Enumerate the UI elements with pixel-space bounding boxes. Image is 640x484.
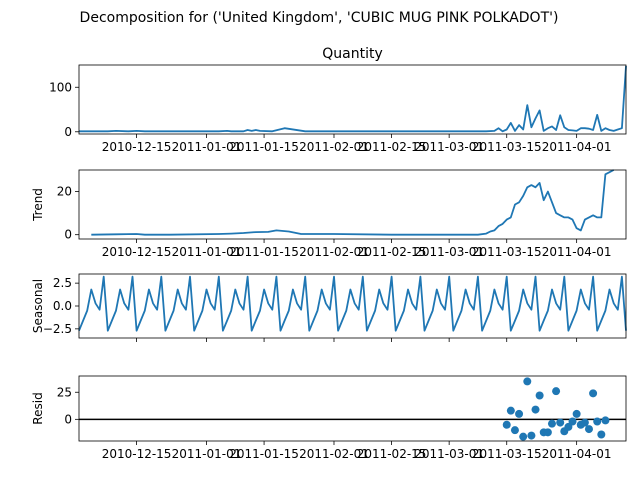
x-tick-label: 2010-12-15 <box>102 245 172 259</box>
x-tick-label: 2011-02-15 <box>357 140 427 154</box>
series-line-observed <box>79 65 627 133</box>
resid-point <box>527 431 536 440</box>
x-tick-label: 2011-01-01 <box>172 245 242 259</box>
panel-title: Quantity <box>322 46 383 62</box>
figure-title: Decomposition for ('United Kingdom', 'CU… <box>80 10 559 26</box>
x-tick-label: 2011-01-15 <box>229 245 299 259</box>
x-tick-label: 2011-02-01 <box>299 447 369 461</box>
y-tick-label: 20 <box>57 185 72 199</box>
x-tick-label: 2011-01-01 <box>172 140 242 154</box>
x-tick-label: 2011-04-01 <box>542 245 612 259</box>
y-tick-label: 100 <box>49 80 72 94</box>
resid-point <box>601 416 610 425</box>
resid-point <box>584 425 593 434</box>
resid-point <box>580 418 589 427</box>
resid-point <box>564 422 573 431</box>
series-line-seasonal <box>78 275 627 332</box>
y-tick-label: 0 <box>64 125 72 139</box>
resid-point <box>572 409 581 418</box>
y-tick-label: 2.5 <box>53 276 72 290</box>
x-tick-label: 2011-02-01 <box>299 245 369 259</box>
x-tick-label: 2011-03-01 <box>414 140 484 154</box>
resid-point <box>589 389 598 398</box>
x-tick-label: 2011-04-01 <box>542 140 612 154</box>
x-tick-label: 2011-02-15 <box>357 447 427 461</box>
resid-point <box>568 417 577 426</box>
resid-point <box>531 405 540 414</box>
panel-seasonal: Seasonal 2.5 0.0 −2.5 <box>31 273 627 342</box>
x-tick-label: 2011-01-01 <box>172 447 242 461</box>
y-tick-label: 25 <box>57 385 72 399</box>
resid-point <box>552 387 561 396</box>
axes-frame <box>78 169 627 240</box>
resid-point <box>515 409 524 418</box>
axes-frame <box>78 273 627 339</box>
y-axis-label: Trend <box>31 188 45 222</box>
resid-point <box>593 417 602 426</box>
x-tick-label: 2010-12-15 <box>102 140 172 154</box>
resid-point <box>543 428 552 437</box>
resid-point <box>510 426 519 435</box>
y-tick-label: −2.5 <box>43 322 72 336</box>
y-axis-label: Resid <box>31 392 45 424</box>
resid-point <box>506 406 515 415</box>
x-tick-label: 2011-03-01 <box>414 245 484 259</box>
y-axis-label: Seasonal <box>31 279 45 333</box>
resid-point <box>535 391 544 400</box>
resid-point <box>519 432 528 441</box>
axes-frame <box>78 375 627 442</box>
y-tick-label: 0.0 <box>53 299 72 313</box>
resid-point <box>547 419 556 428</box>
x-tick-label: 2011-03-15 <box>472 245 542 259</box>
resid-point <box>523 377 532 386</box>
resid-point <box>502 420 511 429</box>
resid-point <box>556 418 565 427</box>
axes-frame <box>78 64 627 135</box>
x-tick-label: 2011-01-15 <box>229 447 299 461</box>
x-tick-label: 2011-01-15 <box>229 140 299 154</box>
x-tick-label: 2011-03-15 <box>472 140 542 154</box>
x-tick-label: 2010-12-15 <box>102 447 172 461</box>
x-tick-label: 2011-03-15 <box>472 447 542 461</box>
x-tick-label: 2011-03-01 <box>414 447 484 461</box>
panel-observed: Quantity 0 100 2010-12-15 2011-01-012011-01-… <box>49 46 627 154</box>
x-tick-label: 2011-02-15 <box>357 245 427 259</box>
series-line-trend <box>91 169 615 236</box>
resid-point <box>597 430 606 439</box>
y-tick-label: 0 <box>64 412 72 426</box>
y-tick-label: 0 <box>64 228 72 242</box>
x-tick-label: 2011-04-01 <box>542 447 612 461</box>
x-tick-label: 2011-02-01 <box>299 140 369 154</box>
